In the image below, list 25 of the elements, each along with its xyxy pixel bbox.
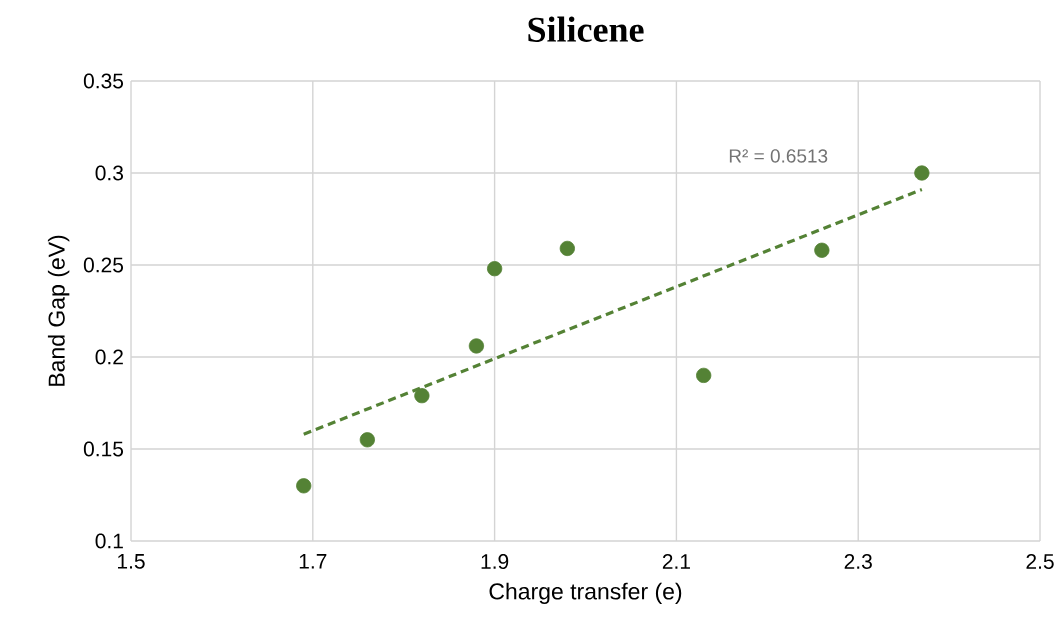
x-tick-label: 2.5 xyxy=(1026,554,1054,569)
point xyxy=(296,478,312,494)
y-tick-label: 0.2 xyxy=(95,349,123,365)
x-tick-label: 2.3 xyxy=(844,554,872,569)
y-tick-label: 0.1 xyxy=(95,533,123,549)
point xyxy=(414,388,430,404)
point xyxy=(559,240,575,257)
y-axis-title: Band Gap (eV) xyxy=(47,235,70,386)
point xyxy=(359,432,375,448)
y-tick-label: 0.15 xyxy=(83,441,124,457)
point xyxy=(696,367,712,383)
chart-title: Silicene xyxy=(528,16,644,42)
x-axis-title: Charge transfer (e) xyxy=(489,582,682,605)
y-tick-label: 0.35 xyxy=(83,73,124,89)
point xyxy=(468,338,485,354)
point xyxy=(487,261,503,277)
x-tick-label: 1.7 xyxy=(299,554,327,569)
point xyxy=(814,242,830,258)
x-tick-label: 1.5 xyxy=(118,554,145,569)
annotation: R² = 0.6513 xyxy=(729,149,828,163)
point xyxy=(914,165,930,181)
y-tick-label: 0.3 xyxy=(95,165,124,181)
y-tick-label: 0.25 xyxy=(83,257,124,273)
x-tick-label: 1.9 xyxy=(481,554,509,569)
x-tick-label: 2.1 xyxy=(662,554,690,569)
